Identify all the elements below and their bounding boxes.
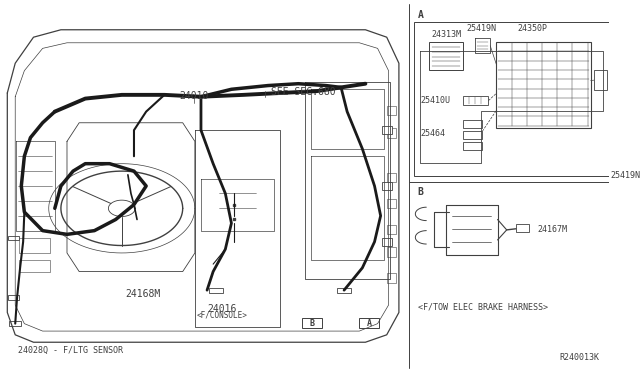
Bar (8, 236, 19, 240)
Text: <F/CONSOLE>: <F/CONSOLE> (197, 310, 248, 319)
Text: 25419N: 25419N (610, 171, 640, 180)
Bar (387, 199, 396, 208)
Bar (516, 224, 529, 232)
Bar (387, 106, 396, 115)
Bar (429, 42, 463, 70)
Bar (387, 247, 396, 257)
Bar (463, 96, 488, 105)
Bar (359, 318, 379, 328)
Bar (9, 321, 21, 326)
Bar (382, 238, 392, 246)
Text: 25410U: 25410U (420, 96, 450, 105)
Bar (337, 288, 351, 292)
Text: 24016: 24016 (207, 304, 237, 314)
Bar (302, 318, 321, 328)
Text: 24350P: 24350P (518, 24, 548, 33)
Bar (209, 288, 223, 292)
Bar (463, 120, 483, 128)
Text: 24010: 24010 (179, 91, 209, 101)
Bar (382, 182, 392, 190)
Bar (19, 238, 50, 253)
Bar (414, 22, 609, 176)
Text: R240013K: R240013K (560, 353, 600, 362)
Text: A: A (418, 10, 424, 20)
Bar (463, 142, 483, 150)
Text: A: A (367, 319, 372, 328)
Bar (382, 126, 392, 134)
Bar (497, 42, 591, 128)
Bar (463, 131, 483, 139)
Text: 24167M: 24167M (537, 225, 567, 234)
Bar (387, 173, 396, 182)
Bar (594, 70, 607, 90)
Text: 24313M: 24313M (431, 31, 461, 39)
Bar (387, 225, 396, 234)
Bar (387, 273, 396, 283)
Text: SEE SEC.680: SEE SEC.680 (271, 87, 335, 97)
Text: 24168M: 24168M (125, 289, 161, 299)
Text: B: B (309, 319, 314, 328)
Bar (387, 128, 396, 138)
Bar (8, 295, 19, 300)
Text: B: B (418, 187, 424, 196)
Bar (19, 260, 50, 272)
Text: 24028Q - F/LTG SENSOR: 24028Q - F/LTG SENSOR (19, 346, 124, 355)
Text: 25464: 25464 (420, 129, 445, 138)
Text: 25419N: 25419N (466, 24, 496, 33)
Text: <F/TOW ELEC BRAKE HARNESS>: <F/TOW ELEC BRAKE HARNESS> (419, 302, 548, 311)
